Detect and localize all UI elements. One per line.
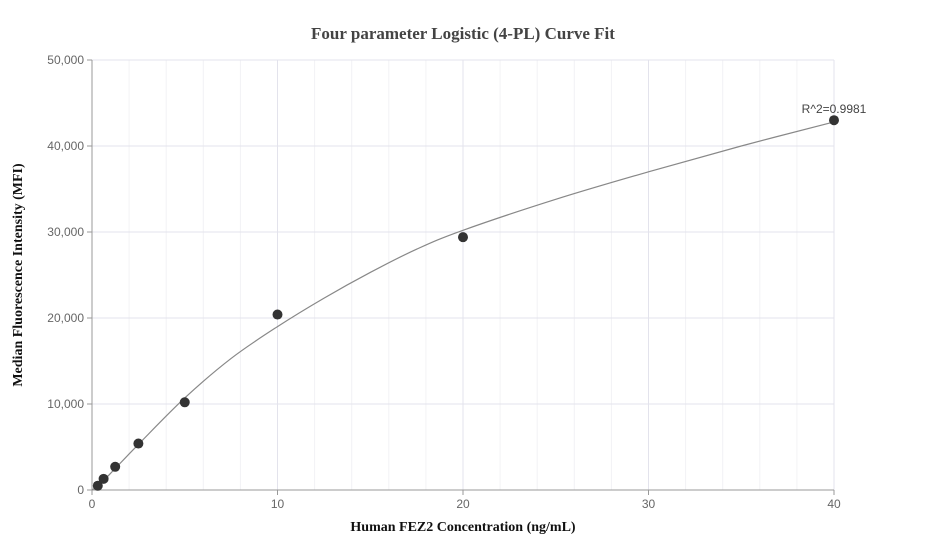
y-tick-label: 50,000 [47, 53, 84, 67]
x-axis-ticks: 0 10 20 30 40 [89, 490, 841, 511]
y-axis-title: Median Fluorescence Intensity (MFI) [11, 163, 26, 387]
data-points-layer [92, 115, 839, 491]
x-axis-title: Human FEZ2 Concentration (ng/mL) [350, 520, 576, 535]
y-tick-label: 0 [77, 483, 84, 497]
data-point [179, 397, 190, 408]
data-point [272, 309, 283, 320]
y-tick-label: 10,000 [47, 397, 84, 411]
x-tick-label: 10 [271, 497, 285, 511]
chart-title: Four parameter Logistic (4-PL) Curve Fit [311, 24, 615, 43]
x-tick-label: 40 [827, 497, 841, 511]
data-point [98, 473, 109, 484]
fit-curve-line [91, 121, 835, 491]
major-gridlines [92, 59, 835, 490]
data-point [458, 232, 468, 243]
y-tick-label: 40,000 [47, 139, 84, 153]
x-tick-label: 20 [456, 497, 470, 511]
y-axis-ticks: 0 10,000 20,000 30,000 40,000 50,000 [47, 53, 92, 497]
minor-gridlines [128, 60, 798, 490]
data-point [133, 438, 144, 449]
y-tick-label: 20,000 [47, 311, 84, 325]
y-tick-label: 30,000 [47, 225, 84, 239]
data-point [92, 480, 103, 491]
data-point [829, 115, 839, 126]
r-squared-annotation: R^2=0.9981 [802, 102, 867, 116]
fit-curve-layer [91, 121, 835, 491]
data-point [110, 461, 121, 472]
x-tick-label: 30 [642, 497, 656, 511]
x-tick-label: 0 [89, 497, 96, 511]
